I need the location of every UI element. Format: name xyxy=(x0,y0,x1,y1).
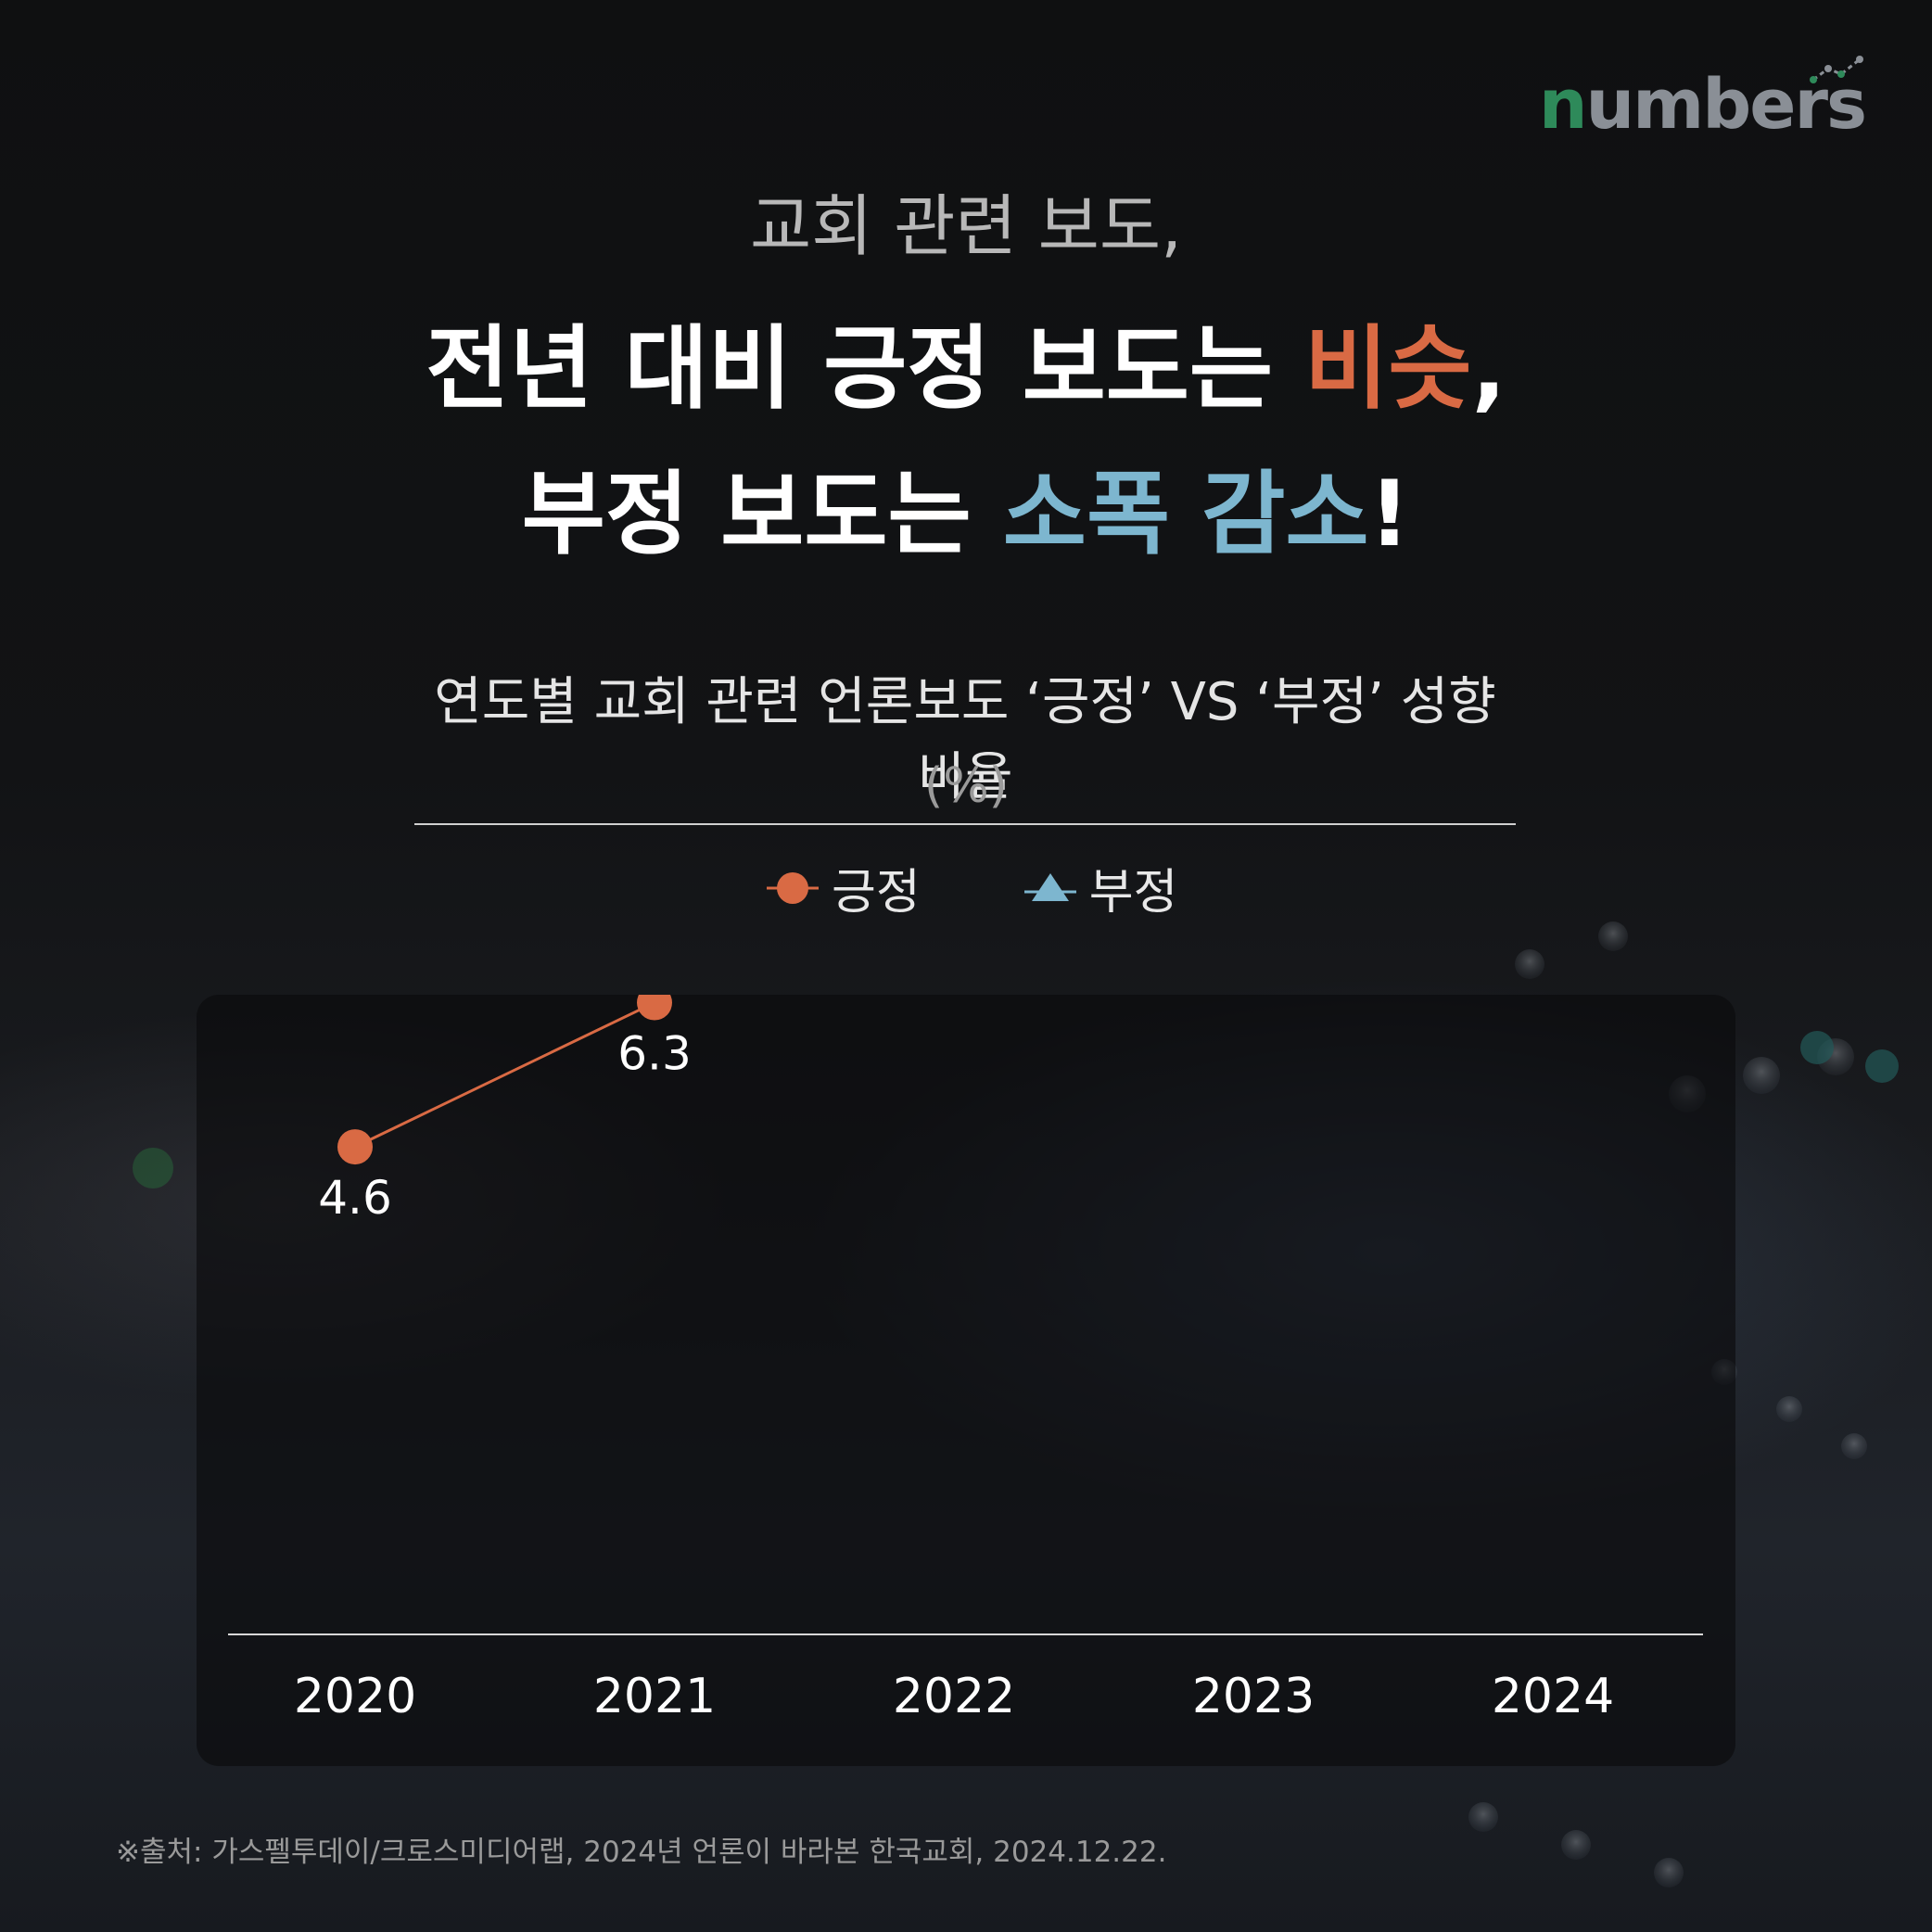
headline-accent-blue: 소폭 감소 xyxy=(1002,462,1369,567)
sparkline-logo-icon xyxy=(1810,56,1863,83)
logo-wordmark: numbers xyxy=(1538,65,1867,145)
chart-legend: 긍정 부정 xyxy=(765,853,1279,922)
data-point-positive xyxy=(337,1129,373,1165)
triangle-marker-icon xyxy=(1023,872,1076,901)
legend-label-positive: 긍정 xyxy=(832,865,921,921)
headline-accent-red: 비슷 xyxy=(1304,316,1472,422)
legend-item-positive: 긍정 xyxy=(765,853,921,922)
source-note: ※출처: 가스펠투데이/크로스미디어랩, 2024년 언론이 바라본 한국교회,… xyxy=(116,1836,1167,1869)
x-tick-label: 2021 xyxy=(593,1669,716,1724)
numbers-logo: numbers xyxy=(1538,56,1867,145)
legend-item-negative: 부정 xyxy=(1023,853,1178,922)
data-label-positive: 6.3 xyxy=(617,1027,692,1081)
x-tick-label: 2020 xyxy=(294,1669,416,1724)
x-tick-label: 2023 xyxy=(1192,1669,1315,1724)
kicker-text: 교회 관련 보도, xyxy=(749,187,1183,265)
chart-unit: (%) xyxy=(924,758,1008,814)
circle-marker-icon xyxy=(767,871,819,904)
legend-label-negative: 부정 xyxy=(1088,865,1178,921)
series-line-positive xyxy=(354,995,664,1149)
headline-line-2: 부정 보도는 소폭 감소! xyxy=(521,462,1411,567)
x-tick-label: 2022 xyxy=(893,1669,1015,1724)
chart-panel: 202020212022202320244.66.310.39.09.014.7… xyxy=(197,995,1735,1766)
data-point-positive xyxy=(637,995,672,1021)
headline-line-1: 전년 대비 긍정 보도는 비슷, xyxy=(426,316,1506,422)
line-chart: 202020212022202320244.66.310.39.09.014.7… xyxy=(228,995,1703,1724)
x-tick-label: 2024 xyxy=(1492,1669,1614,1724)
chart-title: 연도별 교회 관련 언론보도 ‘긍정’ VS ‘부정’ 성향 비율 xyxy=(414,660,1516,825)
data-label-positive: 4.6 xyxy=(318,1171,392,1225)
